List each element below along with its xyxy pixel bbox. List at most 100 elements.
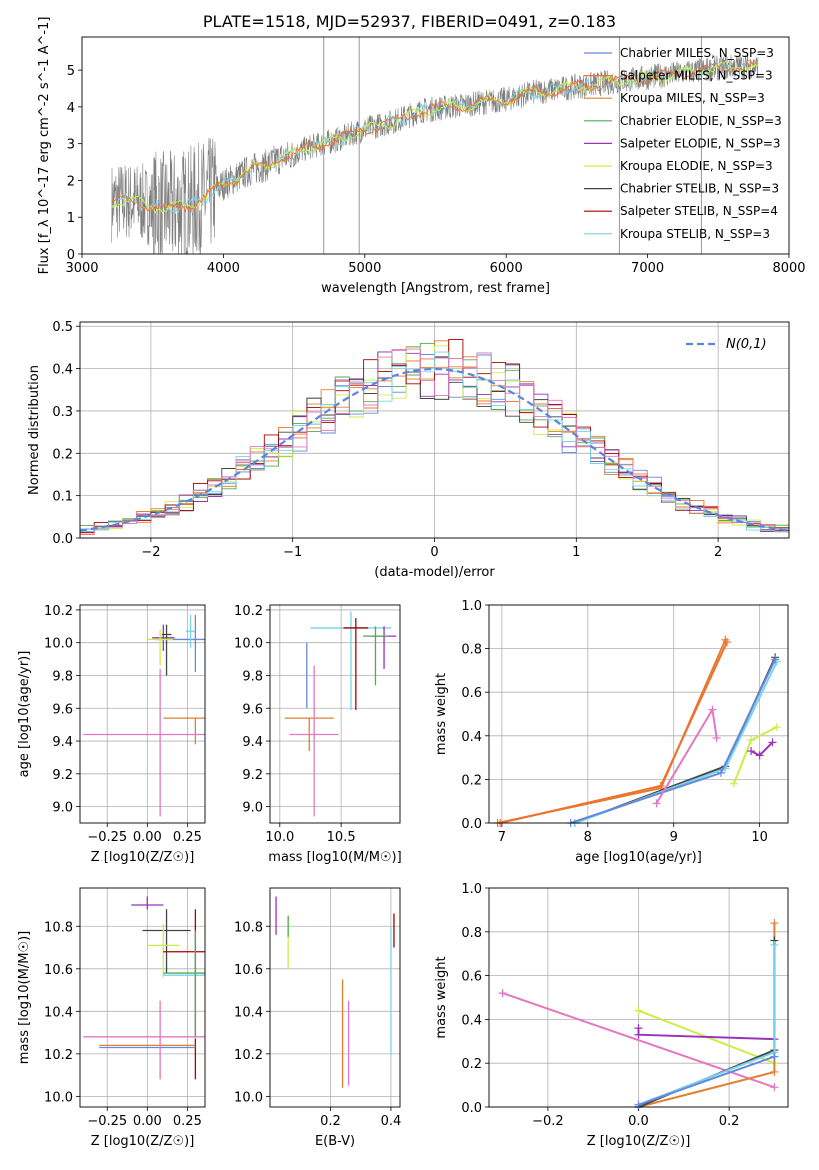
y-tick-label: 9.2	[52, 768, 73, 783]
x-axis-label: age [log10(age/yr)]	[575, 850, 702, 865]
y-tick-label: 9.0	[52, 801, 73, 816]
x-tick-label: 2	[714, 545, 722, 560]
y-tick-label: 0.0	[461, 1101, 482, 1116]
axes-frame	[488, 604, 789, 824]
x-axis-label: mass [log10(M/M☉)]	[268, 850, 401, 865]
y-tick-label: 9.8	[242, 669, 263, 684]
series-marker	[722, 638, 731, 647]
legend-label: Salpeter ELODIE, N_SSP=3	[620, 136, 781, 150]
series-line	[497, 639, 727, 823]
y-tick-label: 10.0	[44, 637, 73, 652]
y-tick-label: 0.4	[52, 363, 73, 378]
y-tick-label: 10.4	[234, 1005, 263, 1020]
series-marker	[656, 781, 665, 790]
x-tick-label: −0.25	[87, 1114, 127, 1129]
y-tick-label: 0.1	[52, 490, 73, 505]
legend-label: Kroupa MILES, N_SSP=3	[620, 91, 765, 105]
y-tick-label: 10.0	[234, 637, 263, 652]
histogram-line	[80, 363, 789, 533]
x-tick-label: 8	[584, 830, 592, 845]
x-tick-label: 10	[751, 830, 768, 845]
y-tick-label: 0.2	[461, 1057, 482, 1072]
x-tick-label: 4000	[207, 261, 240, 276]
axes-frame	[488, 887, 789, 1108]
x-tick-label: 6000	[490, 261, 523, 276]
series-marker	[652, 799, 661, 808]
x-tick-label: 7000	[631, 261, 664, 276]
y-tick-label: 10.2	[44, 604, 73, 619]
y-tick-label: 0	[67, 248, 75, 263]
series-marker	[721, 635, 730, 644]
gaussian-line	[80, 367, 789, 532]
y-tick-label: 2	[67, 174, 75, 189]
series-line	[570, 659, 777, 823]
legend-label: Kroupa ELODIE, N_SSP=3	[620, 159, 773, 173]
x-axis-label: (data-model)/error	[374, 565, 495, 580]
y-tick-label: 0.0	[52, 532, 73, 547]
axes-frame	[269, 604, 401, 824]
series-marker	[747, 747, 756, 756]
series-marker	[716, 768, 725, 777]
series-marker	[770, 1067, 779, 1076]
x-tick-label: −0.2	[532, 1114, 564, 1129]
series-marker	[770, 919, 779, 928]
x-tick-label: 1	[572, 545, 580, 560]
y-tick-label: 0.2	[461, 773, 482, 788]
y-tick-label: 10.0	[234, 1090, 263, 1105]
y-tick-label: 10.0	[44, 1090, 73, 1105]
y-tick-label: 0.4	[461, 730, 482, 745]
x-tick-label: 0.00	[133, 830, 162, 845]
model-spectrum-line	[111, 60, 759, 215]
series-line	[655, 706, 718, 804]
x-tick-label: 0	[430, 545, 438, 560]
y-tick-label: 9.6	[52, 702, 73, 717]
series-marker	[634, 1030, 643, 1039]
model-spectrum-line	[111, 59, 759, 213]
x-tick-label: 10.5	[327, 830, 356, 845]
axes-frame	[81, 36, 790, 255]
x-tick-label: 0.4	[381, 1114, 402, 1129]
y-axis-label: mass [log10(M/M☉)]	[17, 931, 32, 1064]
y-tick-label: 4	[67, 101, 75, 116]
x-axis-label: wavelength [Angstrom, rest frame]	[321, 281, 550, 296]
y-tick-label: 10.4	[44, 1005, 73, 1020]
axes-frame	[269, 887, 401, 1108]
legend-label: Salpeter STELIB, N_SSP=4	[620, 204, 778, 218]
y-tick-label: 5	[67, 64, 75, 79]
y-tick-label: 0.8	[461, 926, 482, 941]
series-marker	[770, 1083, 779, 1092]
series-line	[637, 1028, 775, 1041]
series-marker	[712, 733, 721, 742]
y-tick-label: 0.6	[461, 970, 482, 985]
series-line	[499, 641, 728, 823]
legend-label: Salpeter MILES, N_SSP=3	[620, 69, 773, 83]
y-axis-label: Normed distribution	[27, 365, 42, 495]
series-marker	[729, 779, 738, 788]
legend-label: Kroupa STELIB, N_SSP=3	[620, 227, 770, 241]
axes-frame	[79, 887, 206, 1108]
y-axis-label: Flux [f_λ 10^-17 erg cm^-2 s^-1 A^-1]	[37, 17, 52, 275]
y-tick-label: 10.6	[44, 963, 73, 978]
y-tick-label: 1.0	[461, 599, 482, 614]
series-marker	[747, 736, 756, 745]
legend-label: Chabrier ELODIE, N_SSP=3	[620, 114, 782, 128]
histogram-line	[80, 348, 789, 535]
x-axis-label: Z [log10(Z/Z☉)]	[91, 850, 195, 865]
x-tick-label: 0.2	[320, 1114, 341, 1129]
y-tick-label: 1	[67, 211, 75, 226]
y-tick-label: 9.4	[52, 735, 73, 750]
x-tick-label: 10.0	[265, 830, 294, 845]
y-tick-label: 1.0	[461, 882, 482, 897]
y-tick-label: 0.3	[52, 405, 73, 420]
series-marker	[634, 1100, 643, 1109]
legend-label: Chabrier STELIB, N_SSP=3	[620, 182, 779, 196]
x-tick-label: −0.25	[87, 830, 127, 845]
x-axis-label: Z [log10(Z/Z☉)]	[587, 1134, 691, 1149]
y-axis-label: age [log10(age/yr)]	[17, 651, 32, 778]
y-tick-label: 9.6	[242, 702, 263, 717]
y-tick-label: 9.0	[242, 801, 263, 816]
x-tick-label: 7	[498, 830, 506, 845]
series-marker	[498, 989, 507, 998]
y-tick-label: 0.2	[52, 447, 73, 462]
